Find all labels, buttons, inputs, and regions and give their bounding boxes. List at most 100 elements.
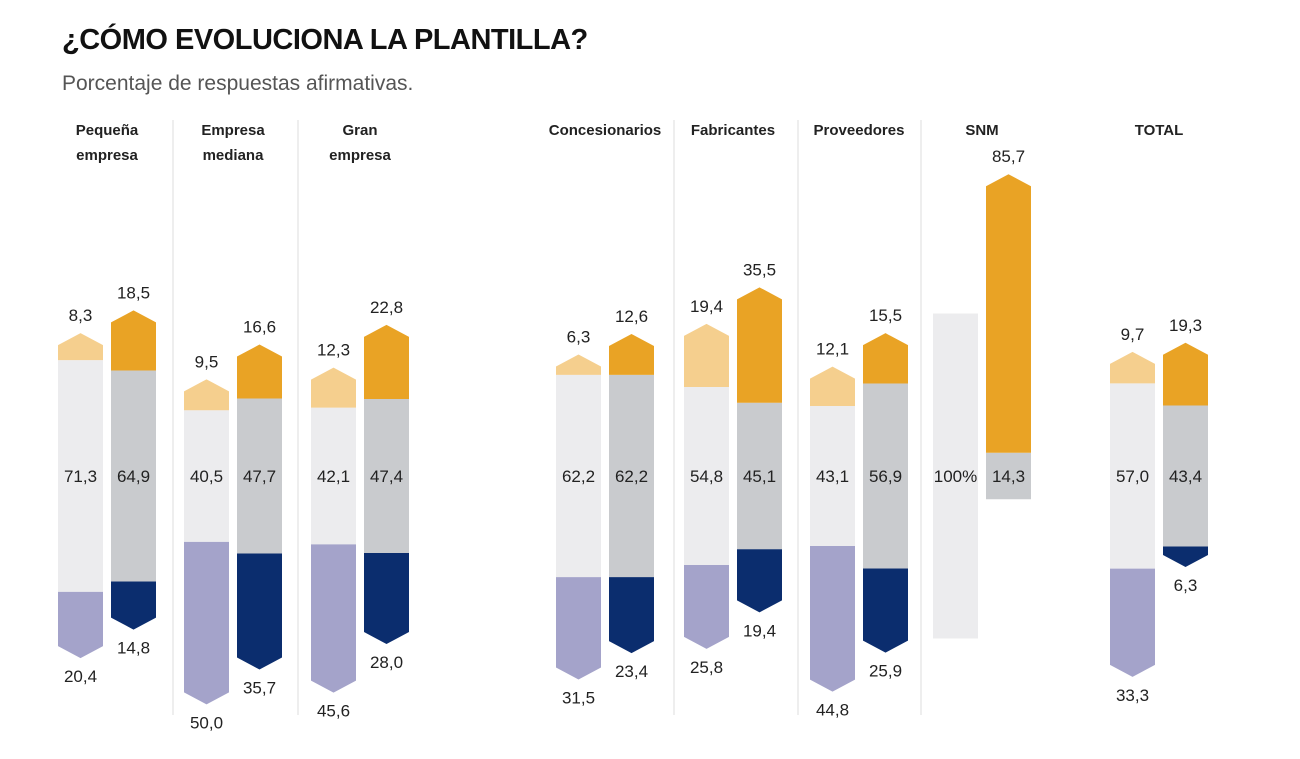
data-label-down: 50,0 xyxy=(190,713,223,732)
bar-segment-down xyxy=(863,568,908,653)
group-label: Fabricantes xyxy=(691,122,775,139)
data-label-up: 18,5 xyxy=(117,283,150,302)
bar-segment-down xyxy=(1163,546,1208,567)
data-label-same: 100% xyxy=(934,467,977,486)
data-label-up: 19,3 xyxy=(1169,316,1202,335)
data-label-up: 12,1 xyxy=(816,340,849,359)
chart-title: ¿CÓMO EVOLUCIONA LA PLANTILLA? xyxy=(62,24,588,56)
bar-segment-up xyxy=(863,333,908,384)
data-label-down: 33,3 xyxy=(1116,686,1149,705)
bar-segment-up xyxy=(684,323,729,387)
data-label-up: 85,7 xyxy=(992,147,1025,166)
bar-segment-down xyxy=(58,591,103,659)
group-label: SNM xyxy=(965,122,998,139)
bar-segment-same xyxy=(863,383,908,569)
bar-segment-same xyxy=(810,405,855,547)
data-label-down: 28,0 xyxy=(370,653,403,672)
data-label-up: 19,4 xyxy=(690,297,723,316)
bar-segment-up xyxy=(810,366,855,406)
bar-segment-up xyxy=(184,379,229,411)
data-label-down: 35,7 xyxy=(243,679,276,698)
data-label-down: 19,4 xyxy=(743,621,776,640)
bar-segment-up xyxy=(58,333,103,361)
bar-segment-same xyxy=(58,360,103,592)
data-label-same: 45,1 xyxy=(743,467,776,486)
data-label-same: 43,1 xyxy=(816,467,849,486)
chart-subtitle: Porcentaje de respuestas afirmativas. xyxy=(62,72,414,95)
bar-segment-same xyxy=(986,452,1031,500)
data-label-same: 47,4 xyxy=(370,467,403,486)
bar-segment-down xyxy=(237,553,282,670)
data-label-down: 6,3 xyxy=(1174,576,1198,595)
bar-segment-up xyxy=(609,333,654,375)
data-label-down: 23,4 xyxy=(615,662,648,681)
bar-segment-up xyxy=(737,287,782,403)
group-label: empresa xyxy=(76,147,138,164)
bar-segment-down xyxy=(111,581,156,630)
bar-segment-up xyxy=(1163,342,1208,406)
bar-segment-same xyxy=(737,402,782,550)
bar-segment-down xyxy=(364,553,409,645)
data-label-up: 9,5 xyxy=(195,352,219,371)
bar-segment-up xyxy=(111,310,156,371)
bar-segment-down xyxy=(1110,568,1155,677)
data-label-up: 12,6 xyxy=(615,307,648,326)
bar-segment-same xyxy=(684,386,729,566)
group-label: TOTAL xyxy=(1135,122,1184,139)
data-label-up: 6,3 xyxy=(567,327,591,346)
bar-segment-down xyxy=(684,565,729,649)
bar-segment-down xyxy=(609,577,654,654)
data-label-same: 42,1 xyxy=(317,467,350,486)
bar-segment-down xyxy=(311,544,356,693)
data-label-same: 62,2 xyxy=(615,467,648,486)
data-label-up: 9,7 xyxy=(1121,325,1145,344)
group-label: mediana xyxy=(203,147,265,164)
group-label: Concesionarios xyxy=(549,122,662,139)
data-label-down: 31,5 xyxy=(562,688,595,707)
data-label-up: 8,3 xyxy=(69,306,93,325)
data-label-same: 62,2 xyxy=(562,467,595,486)
data-label-up: 22,8 xyxy=(370,298,403,317)
bar-segment-same xyxy=(364,398,409,554)
bar-segment-same xyxy=(237,398,282,554)
bar-segment-down xyxy=(810,546,855,692)
bar-segment-same xyxy=(1110,383,1155,569)
bar-segment-down xyxy=(737,549,782,613)
data-label-down: 45,6 xyxy=(317,702,350,721)
group-label: Empresa xyxy=(201,122,265,139)
data-label-down: 14,8 xyxy=(117,639,150,658)
bar-segment-same xyxy=(111,370,156,582)
bar-segment-same xyxy=(556,374,601,578)
group-label: empresa xyxy=(329,147,391,164)
group-label: Pequeña xyxy=(76,122,139,139)
data-label-down: 44,8 xyxy=(816,701,849,720)
bar-segment-up xyxy=(556,354,601,375)
data-label-same: 40,5 xyxy=(190,467,223,486)
data-label-down: 25,8 xyxy=(690,658,723,677)
data-label-same: 43,4 xyxy=(1169,467,1202,486)
bar-segment-same xyxy=(933,313,978,639)
data-label-same: 57,0 xyxy=(1116,467,1149,486)
bar-segment-up xyxy=(237,344,282,399)
bar-segment-same xyxy=(184,410,229,542)
bar-segment-up xyxy=(986,174,1031,453)
data-label-same: 71,3 xyxy=(64,467,97,486)
data-label-down: 20,4 xyxy=(64,667,97,686)
data-label-up: 16,6 xyxy=(243,318,276,337)
data-label-same: 54,8 xyxy=(690,467,723,486)
data-label-same: 47,7 xyxy=(243,467,276,486)
bar-segment-up xyxy=(364,324,409,399)
data-label-up: 35,5 xyxy=(743,260,776,279)
group-label: Gran xyxy=(342,122,377,139)
bar-segment-up xyxy=(1110,351,1155,384)
bar-segment-up xyxy=(311,367,356,408)
bar-segment-same xyxy=(311,407,356,545)
data-label-same: 14,3 xyxy=(992,467,1025,486)
data-label-down: 25,9 xyxy=(869,662,902,681)
data-label-same: 64,9 xyxy=(117,467,150,486)
bar-segment-down xyxy=(184,541,229,705)
bar-segment-same xyxy=(609,374,654,578)
data-label-up: 15,5 xyxy=(869,306,902,325)
bar-segment-down xyxy=(556,577,601,680)
